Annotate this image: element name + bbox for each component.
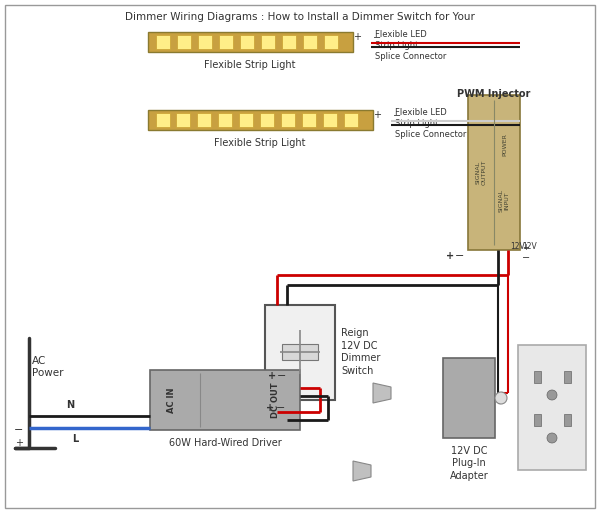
Text: +: + [522,244,529,252]
Bar [148,32,353,52]
Text: POWER: POWER [502,133,507,156]
Text: 60W Hard-Wired Driver: 60W Hard-Wired Driver [169,438,281,448]
Bar [443,358,495,438]
Text: +: + [373,110,381,120]
Text: −: − [373,33,381,43]
Bar [282,344,318,360]
Text: Flexible Strip Light: Flexible Strip Light [204,60,296,70]
Bar [265,305,335,400]
Bar [281,113,295,127]
Text: −: − [393,111,401,121]
Text: 12V DC
Plug-In
Adapter: 12V DC Plug-In Adapter [449,446,488,481]
Bar [344,113,358,127]
Circle shape [547,433,557,443]
Bar [218,113,232,127]
Bar [240,35,254,49]
Text: PWM Injector: PWM Injector [457,89,530,99]
Bar [303,35,317,49]
Bar [534,371,541,383]
Bar [261,35,275,49]
Bar [177,35,191,49]
Polygon shape [353,461,371,481]
Bar [198,35,212,49]
Text: +: + [266,403,274,413]
Text: 12V: 12V [523,242,538,251]
Bar [468,95,520,250]
Text: −: − [277,371,287,381]
Text: +: + [15,438,23,448]
Text: DC OUT: DC OUT [271,382,280,418]
Text: Flexible LED
Strip Light
Splice Connector: Flexible LED Strip Light Splice Connecto… [395,108,466,139]
Text: 12V: 12V [511,242,526,251]
Text: −: − [522,253,530,263]
Text: +: + [268,371,276,381]
Text: AC
Power: AC Power [32,356,64,379]
Text: SIGNAL
INPUT: SIGNAL INPUT [499,189,510,212]
Bar [239,113,253,127]
Text: N: N [66,400,74,410]
Bar [156,113,170,127]
Polygon shape [373,383,391,403]
Bar [219,35,233,49]
Bar [282,35,296,49]
Text: Flexible Strip Light: Flexible Strip Light [214,138,306,148]
Bar [156,35,170,49]
Bar [564,371,571,383]
Bar [564,414,571,426]
Text: Reign
12V DC
Dimmer
Switch: Reign 12V DC Dimmer Switch [341,328,380,376]
Text: −: − [455,251,464,261]
Text: AC IN: AC IN [167,387,176,413]
Bar [148,110,373,130]
Bar [534,414,541,426]
Bar [324,35,338,49]
Text: −: − [277,403,286,413]
Circle shape [547,390,557,400]
Text: L: L [72,434,78,444]
Bar [150,370,300,430]
Bar [176,113,190,127]
Bar [197,113,211,127]
Bar [518,345,586,470]
Text: −: − [14,425,23,435]
Text: Flexible LED
Strip Light
Splice Connector: Flexible LED Strip Light Splice Connecto… [375,30,446,61]
Circle shape [495,392,507,404]
Text: Dimmer Wiring Diagrams : How to Install a Dimmer Switch for Your: Dimmer Wiring Diagrams : How to Install … [125,12,475,22]
Text: +: + [353,32,361,42]
Bar [260,113,274,127]
Text: +: + [446,251,454,261]
Bar [302,113,316,127]
Bar [323,113,337,127]
Text: SIGNAL
OUTPUT: SIGNAL OUTPUT [476,160,487,185]
